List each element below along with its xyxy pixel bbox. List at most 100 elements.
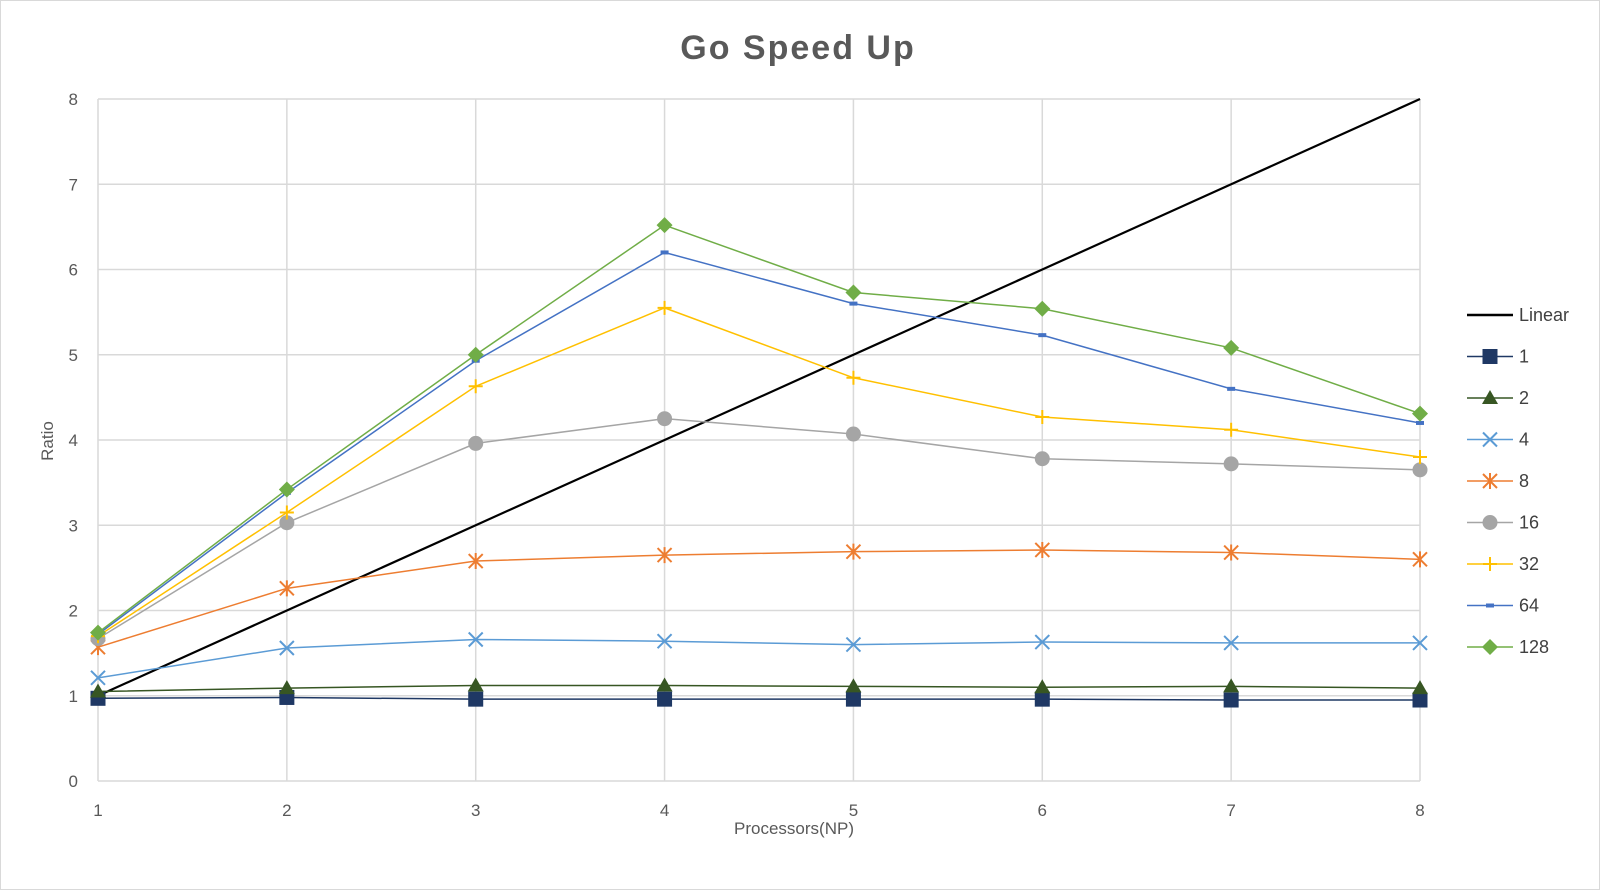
- data-point-8: [468, 553, 484, 570]
- data-point-16: [1412, 462, 1428, 478]
- y-tick-label: 1: [69, 687, 78, 706]
- data-point-128: [467, 346, 484, 363]
- data-point-4: [845, 636, 862, 653]
- data-point-64: [1416, 420, 1424, 425]
- x-tick-label: 3: [471, 801, 480, 820]
- legend-marker: [1482, 473, 1498, 489]
- data-point-4: [656, 633, 673, 649]
- data-point-1: [1034, 691, 1050, 707]
- y-axis-ticks: 0 1 2 3 4 5 6 7 8: [69, 90, 78, 791]
- data-point-16: [279, 515, 295, 531]
- data-point-2: [278, 680, 295, 695]
- chart-title: Go Speed Up: [680, 29, 915, 67]
- data-point-64: [849, 301, 858, 306]
- series-2: [90, 677, 1428, 698]
- data-point-32: [846, 370, 861, 385]
- legend-marker: [1482, 515, 1498, 530]
- series-line-linear: [97, 97, 1421, 697]
- legend-label: 4: [1519, 430, 1529, 450]
- series-line-32: [97, 307, 1421, 637]
- data-point-2: [656, 677, 673, 692]
- data-point-4: [1223, 635, 1239, 651]
- data-point-32: [1413, 450, 1427, 465]
- data-point-2: [1034, 679, 1051, 694]
- series-line-64: [97, 251, 1421, 635]
- data-point-128: [1412, 405, 1428, 422]
- data-point-128: [845, 284, 862, 301]
- data-point-64: [660, 250, 669, 255]
- data-point-2: [1412, 680, 1428, 695]
- data-point-16: [468, 435, 484, 451]
- series-32: [91, 300, 1427, 644]
- y-tick-label: 8: [69, 90, 78, 109]
- data-point-128: [1034, 300, 1051, 317]
- series-line-4: [97, 638, 1420, 679]
- data-point-32: [1035, 409, 1050, 424]
- data-point-4: [1034, 634, 1050, 650]
- x-tick-label: 7: [1226, 801, 1235, 820]
- legend-label: 1: [1519, 347, 1529, 367]
- legend-marker: [1482, 390, 1498, 404]
- legend-label: 8: [1519, 471, 1529, 491]
- series-line-128: [97, 224, 1421, 634]
- legend-label: 32: [1519, 554, 1539, 574]
- legend-entry-32: 32: [1467, 554, 1539, 574]
- data-point-8: [845, 543, 862, 560]
- data-point-128: [278, 481, 295, 498]
- y-axis-title: Ratio: [38, 421, 57, 461]
- series-line-1: [97, 696, 1420, 701]
- series-128: [90, 217, 1428, 641]
- data-point-2: [467, 677, 484, 692]
- data-point-16: [845, 426, 861, 442]
- data-point-2: [1223, 678, 1240, 693]
- data-point-4: [279, 640, 295, 656]
- x-tick-label: 6: [1038, 801, 1047, 820]
- data-point-2: [90, 683, 106, 698]
- legend-label: Linear: [1519, 305, 1569, 325]
- x-tick-label: 1: [93, 801, 102, 820]
- data-point-32: [279, 505, 294, 520]
- legend-entry-4: 4: [1467, 430, 1529, 450]
- y-tick-label: 6: [69, 261, 78, 280]
- legend-label: 16: [1519, 513, 1539, 533]
- legend-marker: [1482, 431, 1498, 448]
- data-point-16: [1034, 451, 1050, 467]
- data-point-8: [656, 547, 673, 564]
- legend-entry-8: 8: [1467, 471, 1529, 491]
- data-point-4: [90, 670, 106, 686]
- legend-marker: [1486, 603, 1494, 608]
- y-tick-label: 7: [69, 175, 78, 194]
- x-tick-label: 5: [849, 801, 858, 820]
- data-point-2: [845, 678, 862, 693]
- legend-marker: [1482, 349, 1498, 364]
- data-point-4: [468, 631, 484, 648]
- y-tick-label: 3: [69, 516, 78, 535]
- legend-entry-16: 16: [1467, 513, 1539, 533]
- data-point-64: [1227, 386, 1236, 391]
- legend: Linear 1 2 4 8 16 32 64 128: [1467, 305, 1569, 657]
- legend-label: 128: [1519, 637, 1549, 657]
- series-64: [94, 250, 1424, 637]
- data-point-128: [656, 217, 673, 234]
- series-line-8: [97, 549, 1421, 648]
- data-point-1: [845, 691, 861, 707]
- y-tick-label: 0: [69, 772, 78, 791]
- data-point-8: [1034, 541, 1050, 558]
- gridlines: [97, 98, 1421, 782]
- y-tick-label: 2: [69, 602, 78, 621]
- data-point-4: [1412, 635, 1428, 651]
- data-point-1: [1412, 692, 1428, 708]
- data-point-128: [90, 624, 106, 641]
- data-point-16: [1223, 456, 1239, 472]
- y-tick-label: 5: [69, 346, 78, 365]
- legend-marker: [1482, 639, 1498, 655]
- legend-entry-128: 128: [1467, 637, 1549, 657]
- series-linear: [97, 97, 1421, 697]
- x-tick-label: 8: [1415, 801, 1424, 820]
- data-point-16: [657, 411, 673, 427]
- data-point-8: [279, 580, 295, 597]
- series-line-16: [97, 417, 1421, 640]
- legend-entry-linear: Linear: [1467, 305, 1569, 325]
- data-point-1: [468, 691, 484, 707]
- legend-label: 2: [1519, 388, 1529, 408]
